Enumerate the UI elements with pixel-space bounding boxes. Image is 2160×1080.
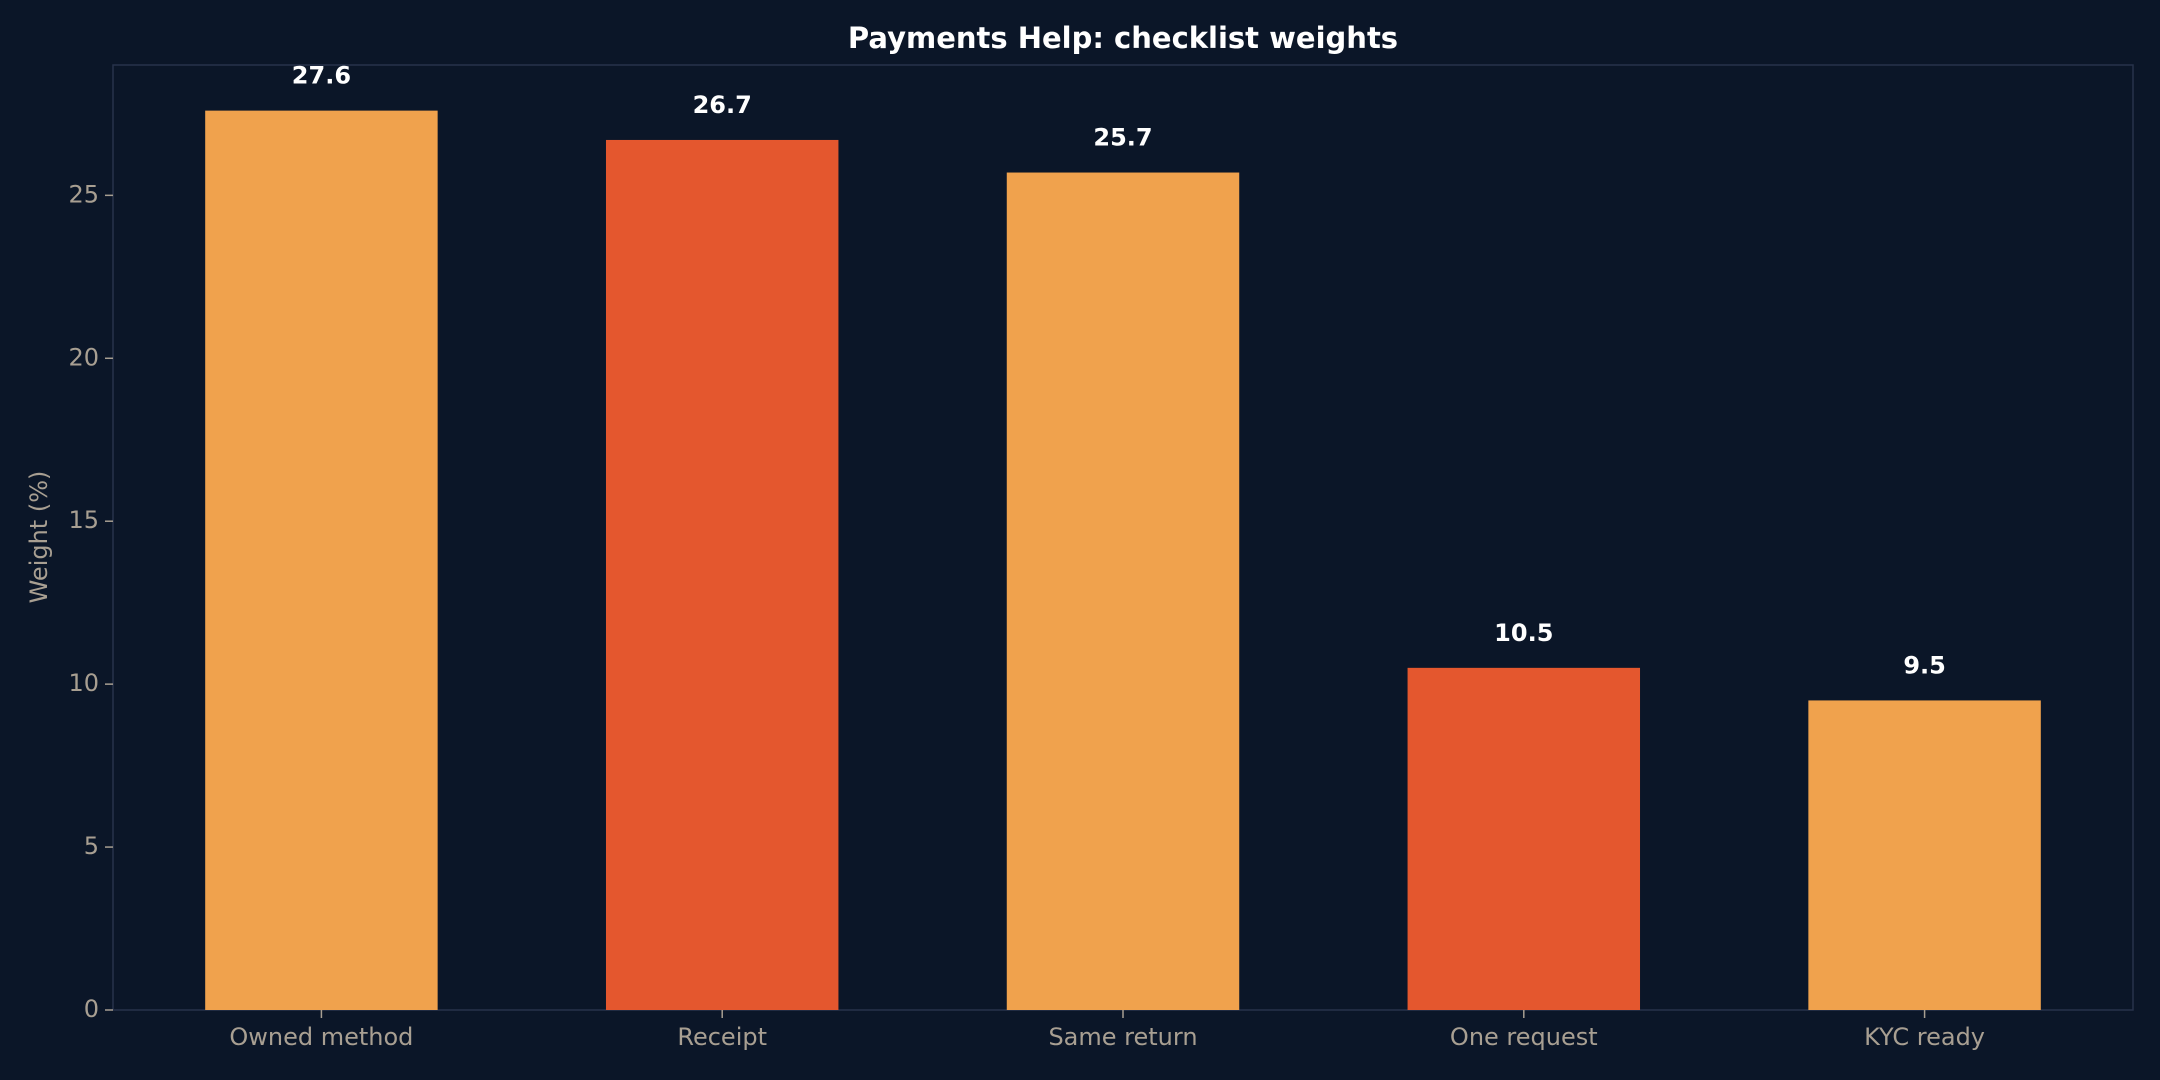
x-tick-label: Receipt — [677, 1023, 767, 1051]
bar — [1006, 172, 1240, 1010]
chart-title: Payments Help: checklist weights — [848, 21, 1398, 55]
x-tick-label: One request — [1450, 1023, 1598, 1051]
value-label: 10.5 — [1494, 619, 1553, 647]
y-tick-label: 20 — [68, 343, 99, 371]
x-tick-label: KYC ready — [1864, 1023, 1985, 1051]
y-tick-label: 0 — [84, 995, 99, 1023]
value-label: 26.7 — [693, 91, 752, 119]
x-tick-label: Same return — [1048, 1023, 1197, 1051]
y-axis-label: Weight (%) — [25, 471, 53, 604]
bar — [1808, 700, 2041, 1010]
bar — [605, 139, 839, 1011]
y-tick-label: 10 — [68, 669, 99, 697]
value-label: 27.6 — [292, 62, 351, 90]
x-tick-label: Owned method — [229, 1023, 413, 1051]
bar — [205, 110, 438, 1011]
value-label: 9.5 — [1903, 651, 1946, 679]
y-tick-label: 5 — [84, 832, 99, 860]
bar — [1407, 667, 1641, 1010]
y-tick-label: 25 — [68, 180, 99, 208]
y-tick-label: 15 — [68, 506, 99, 534]
value-label: 25.7 — [1093, 124, 1152, 152]
